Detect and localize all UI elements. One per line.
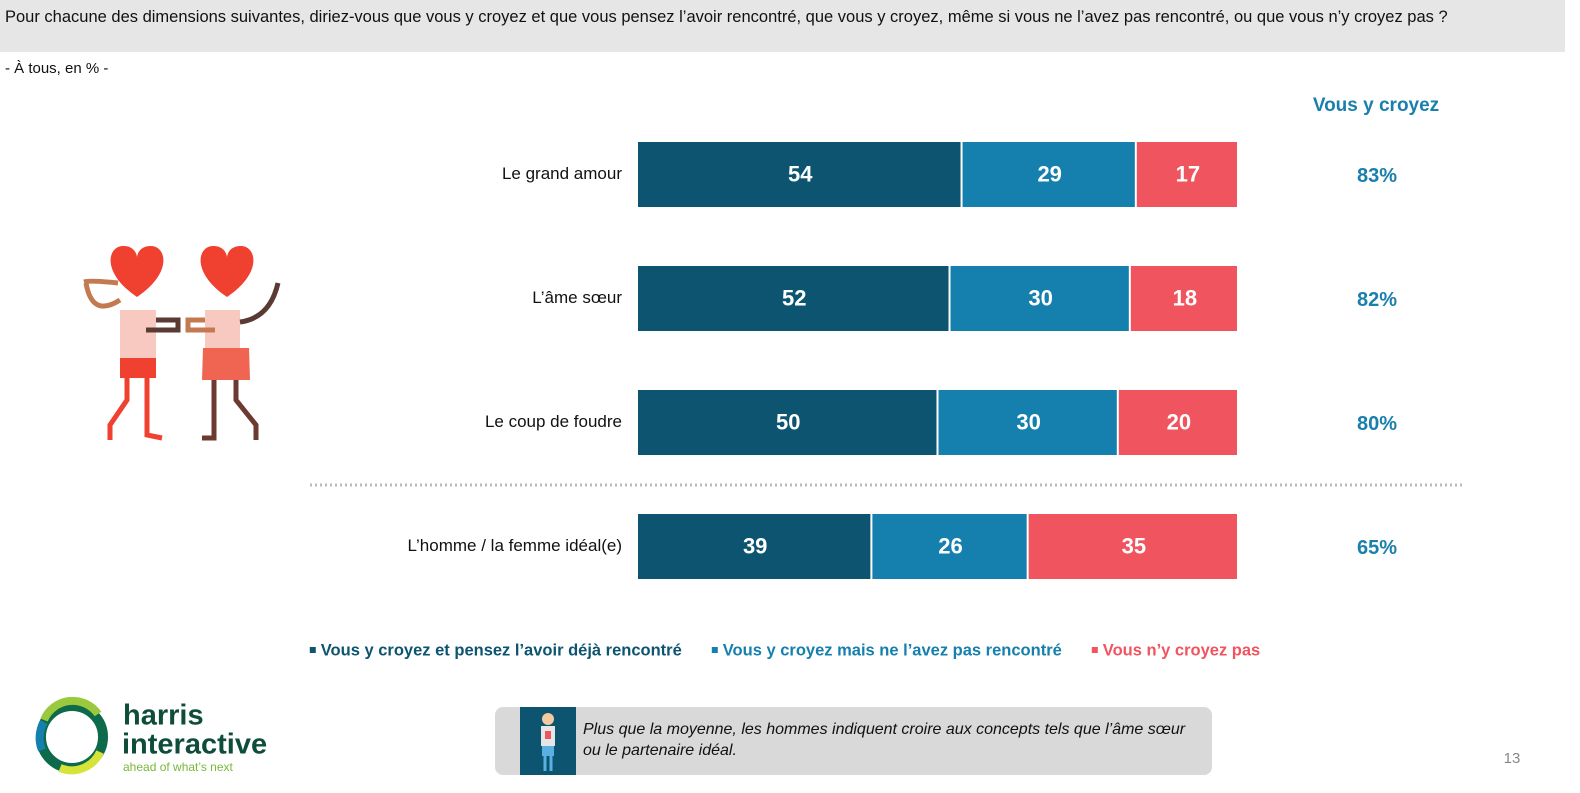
- bar-value-label: 29: [1037, 161, 1061, 186]
- logo: harris interactive ahead of what’s next: [35, 696, 267, 775]
- bar-segment: [950, 266, 1129, 331]
- question: Pour chacune des dimensions suivantes, d…: [0, 0, 1565, 52]
- bar-segment: [1118, 390, 1237, 455]
- bar-segment: [1136, 142, 1237, 207]
- category-label: Le grand amour: [502, 164, 622, 183]
- bar-value-label: 30: [1016, 409, 1040, 434]
- base: - À tous, en % -: [5, 60, 109, 77]
- bar-value-label: 20: [1167, 409, 1191, 434]
- bar-value-label: 18: [1173, 285, 1197, 310]
- total-label: 65%: [1357, 537, 1397, 559]
- category-label: L’âme sœur: [532, 288, 622, 307]
- total-label: 82%: [1357, 289, 1397, 311]
- totals-title: Vous y croyez: [1313, 95, 1439, 116]
- bar-value-label: 17: [1176, 161, 1200, 186]
- bar-value-label: 52: [782, 285, 806, 310]
- note-text: Plus que la moyenne, les hommes indiquen…: [583, 721, 1186, 759]
- bar-segment: [938, 390, 1117, 455]
- bar-value-label: 50: [776, 409, 800, 434]
- total-label: 80%: [1357, 413, 1397, 435]
- bar-segment: [638, 266, 949, 331]
- bar-value-label: 30: [1028, 285, 1052, 310]
- bar-segment: [872, 514, 1027, 579]
- bar-value-label: 54: [788, 161, 813, 186]
- legend-swatch: [1091, 647, 1098, 653]
- bar-segment: [1130, 266, 1237, 331]
- bar-segment: [638, 514, 871, 579]
- legend-label: Vous n’y croyez pas: [1103, 641, 1260, 659]
- bar-value-label: 39: [743, 533, 767, 558]
- bar-segment: [1028, 514, 1237, 579]
- logo-tagline: ahead of what’s next: [123, 760, 234, 774]
- legend-label: Vous y croyez mais ne l’avez pas rencont…: [723, 641, 1062, 659]
- bar-segment: [962, 142, 1135, 207]
- bar-value-label: 26: [938, 533, 962, 558]
- note-box: Plus que la moyenne, les hommes indiquen…: [495, 707, 1212, 775]
- logo-name: harris: [123, 700, 204, 732]
- page-number: 13: [1504, 750, 1521, 767]
- category-label: Le coup de foudre: [485, 412, 622, 431]
- note-icon: [520, 707, 576, 775]
- total-label: 83%: [1357, 165, 1397, 187]
- couple-illustration: [83, 245, 281, 441]
- bar-segment: [638, 390, 937, 455]
- legend-label: Vous y croyez et pensez l’avoir déjà ren…: [321, 641, 682, 659]
- legend-swatch: [309, 647, 316, 653]
- bar-value-label: 35: [1122, 533, 1146, 558]
- category-label: L’homme / la femme idéal(e): [408, 536, 622, 555]
- logo-name: interactive: [122, 729, 267, 761]
- bar-segment: [638, 142, 961, 207]
- legend-swatch: [711, 647, 718, 653]
